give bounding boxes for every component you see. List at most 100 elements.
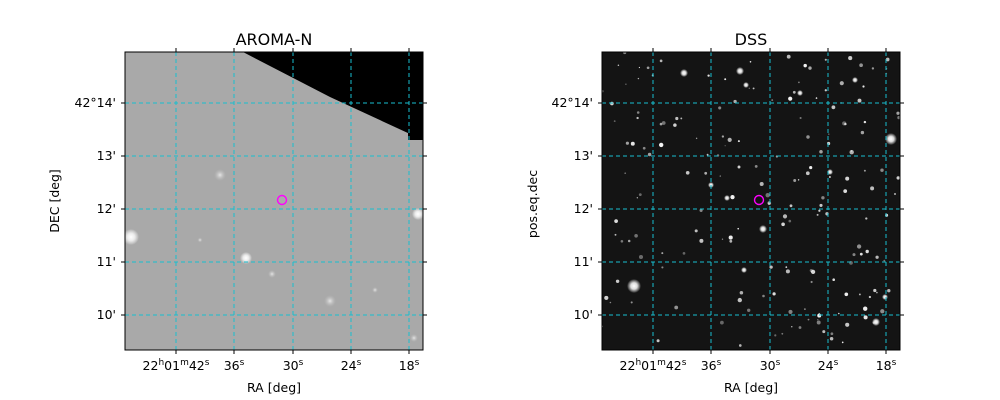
dss-star bbox=[789, 204, 793, 208]
dss-star bbox=[896, 176, 900, 180]
dss-star bbox=[682, 252, 686, 255]
dss-star bbox=[737, 165, 741, 169]
dss-star bbox=[627, 239, 631, 243]
dss-ra-tick: 18s bbox=[876, 358, 897, 373]
dss-star bbox=[636, 111, 640, 114]
dss-star bbox=[865, 217, 868, 220]
dss-star bbox=[747, 308, 751, 312]
dss-star bbox=[737, 140, 740, 143]
dss-star bbox=[680, 117, 683, 120]
dss-star bbox=[638, 66, 641, 69]
aroma-image bbox=[125, 52, 423, 350]
dss-star bbox=[799, 116, 802, 120]
dss-star bbox=[781, 222, 785, 227]
dss-star bbox=[856, 244, 862, 249]
aroma-panel: AROMA-N bbox=[47, 30, 427, 395]
dss-star bbox=[769, 265, 773, 269]
dss-star bbox=[880, 309, 885, 314]
dss-star bbox=[785, 269, 790, 274]
dss-star bbox=[620, 240, 624, 243]
dss-star bbox=[659, 59, 663, 63]
dss-star bbox=[604, 295, 609, 300]
dss-star bbox=[824, 89, 827, 92]
dss-title: DSS bbox=[735, 30, 768, 49]
dss-star bbox=[852, 253, 856, 257]
dss-star bbox=[642, 146, 646, 150]
dss-star bbox=[808, 66, 812, 70]
dss-star bbox=[707, 74, 710, 77]
dss-star bbox=[872, 318, 880, 326]
dss-star bbox=[897, 115, 900, 120]
aroma-xlabel: RA [deg] bbox=[247, 380, 301, 395]
dss-star bbox=[893, 192, 897, 196]
dss-star bbox=[759, 182, 764, 186]
dss-star bbox=[646, 66, 650, 70]
dss-star bbox=[863, 306, 868, 311]
dss-star bbox=[782, 214, 788, 219]
dss-star bbox=[762, 294, 765, 298]
aroma-source bbox=[240, 252, 252, 264]
aroma-ylabel: DEC [deg] bbox=[47, 169, 62, 233]
dss-star bbox=[727, 137, 732, 142]
dss-star bbox=[871, 67, 875, 70]
dss-star bbox=[797, 179, 800, 181]
dss-dec-tick: 13' bbox=[574, 148, 593, 163]
aroma-source bbox=[125, 229, 139, 245]
dss-star bbox=[798, 81, 800, 84]
dss-star bbox=[637, 77, 640, 80]
dss-star bbox=[862, 85, 865, 88]
aroma-source bbox=[214, 169, 226, 181]
dss-star bbox=[859, 63, 863, 68]
dss-star bbox=[827, 141, 831, 146]
dss-star bbox=[818, 209, 821, 212]
dss-dec-tick: 12' bbox=[574, 201, 593, 216]
dss-star bbox=[831, 105, 836, 110]
dss-star bbox=[830, 332, 834, 336]
dss-star bbox=[863, 169, 866, 172]
dss-star bbox=[849, 150, 854, 155]
dss-star bbox=[699, 238, 704, 243]
dss-star bbox=[839, 81, 844, 86]
dss-grid bbox=[602, 52, 900, 350]
aroma-ra-tick: 18s bbox=[399, 358, 420, 373]
dss-ra-tick: 30s bbox=[760, 358, 781, 373]
aroma-title: AROMA-N bbox=[236, 30, 313, 49]
dss-star bbox=[887, 289, 891, 293]
dss-star bbox=[819, 150, 823, 154]
dss-star bbox=[845, 322, 850, 327]
dss-star bbox=[623, 52, 627, 55]
dss-star bbox=[729, 239, 733, 243]
dss-star bbox=[749, 61, 752, 63]
dss-star bbox=[738, 344, 742, 347]
aroma-target-marker bbox=[276, 194, 288, 206]
dss-star bbox=[613, 120, 616, 123]
dss-star bbox=[876, 291, 878, 294]
dss-image bbox=[602, 52, 900, 350]
aroma-grid bbox=[125, 52, 423, 350]
dss-star bbox=[739, 291, 744, 295]
aroma-ticks bbox=[121, 48, 427, 354]
dss-star bbox=[752, 87, 755, 90]
dss-star bbox=[719, 175, 721, 177]
dss-star bbox=[810, 269, 816, 275]
dss-star bbox=[821, 196, 825, 200]
dss-star bbox=[647, 152, 652, 157]
dss-star bbox=[868, 295, 872, 299]
dss-star bbox=[842, 121, 847, 126]
dss-star bbox=[828, 133, 830, 135]
dss-star bbox=[844, 292, 849, 297]
dss-ra-tick: 36s bbox=[701, 358, 722, 373]
dss-star bbox=[617, 64, 620, 66]
dss-ticks bbox=[598, 48, 904, 354]
dss-star bbox=[659, 142, 664, 148]
dss-star bbox=[873, 288, 877, 293]
dss-star bbox=[724, 145, 726, 147]
aroma-source bbox=[324, 295, 336, 307]
dss-star bbox=[704, 171, 708, 175]
dss-dec-tick: 11' bbox=[574, 254, 593, 269]
dss-star bbox=[848, 56, 853, 61]
dss-star bbox=[638, 193, 642, 197]
dss-star bbox=[737, 227, 740, 230]
dss-star bbox=[828, 176, 831, 178]
dss-star bbox=[896, 111, 900, 115]
